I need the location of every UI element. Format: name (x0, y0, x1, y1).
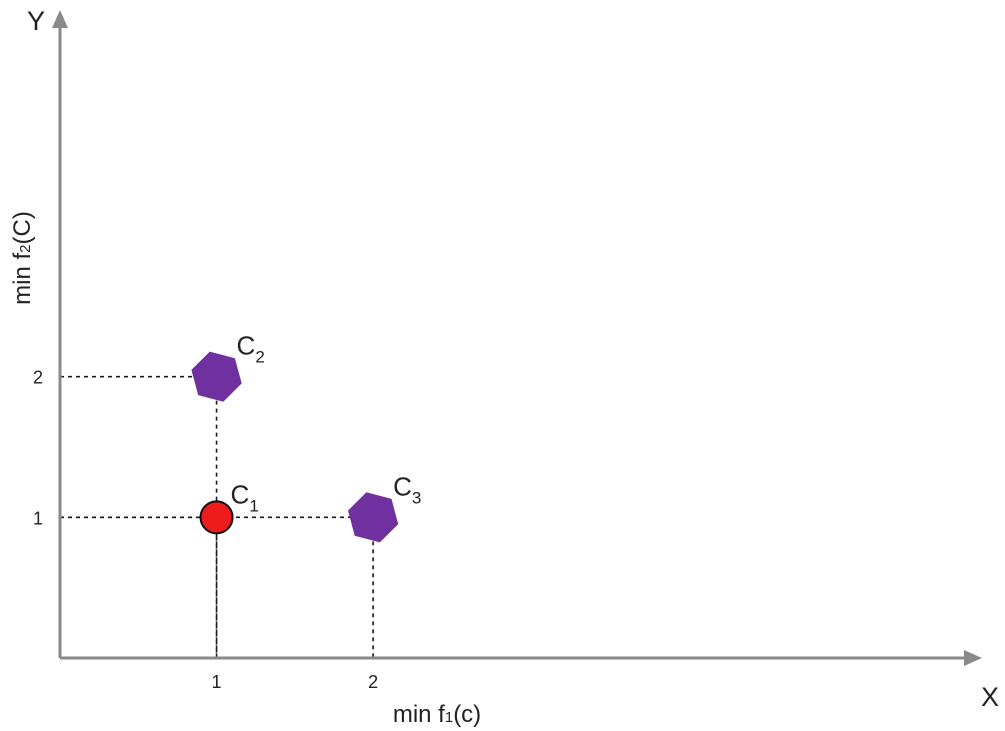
y-axis-arrowhead (52, 10, 68, 28)
point-c3-hexagon (348, 492, 399, 543)
guide-lines (60, 375, 374, 658)
x-axis-label: min f1(c) (393, 701, 481, 728)
y-tick-label-1: 1 (33, 508, 43, 528)
point-label-c1: C1 (231, 479, 259, 515)
x-tick-label-1: 1 (212, 672, 222, 692)
y-axis-label: min f2(C) (9, 211, 36, 305)
x-tick-label-2: 2 (368, 672, 378, 692)
point-label-c2: C2 (237, 331, 265, 367)
data-points (191, 351, 399, 543)
point-c1-circle (199, 500, 234, 535)
point-label-c3: C3 (393, 471, 421, 507)
point-c2-hexagon (191, 351, 242, 402)
point-labels: C1 C2 C3 (231, 331, 422, 516)
tick-labels: 1 2 1 2 (33, 368, 378, 692)
x-axis-letter: X (981, 682, 999, 712)
y-tick-label-2: 2 (33, 368, 43, 388)
x-axis-arrowhead (964, 650, 982, 666)
y-axis-letter: Y (27, 6, 45, 36)
